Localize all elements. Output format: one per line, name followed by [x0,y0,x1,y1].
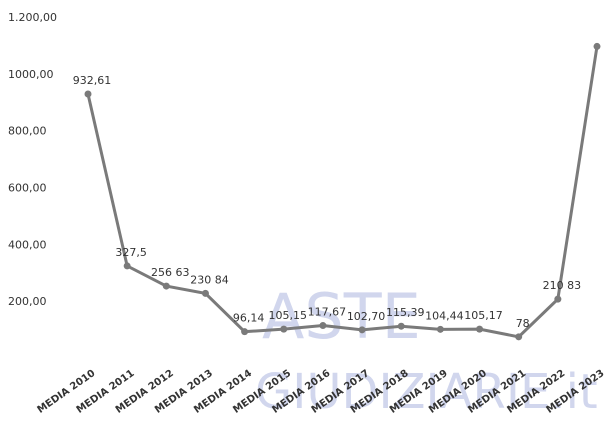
y-tick-label: 1.200,00 [8,11,57,24]
point [476,326,483,333]
value-label: 105,15 [269,309,308,322]
y-tick-label: 400,00 [8,238,47,251]
point [554,296,561,303]
value-label: 327,5 [115,246,147,259]
chart: ASTE GIUDIZIARIE.it 200,00400,00600,0080… [0,0,614,425]
value-label: 104,44 [425,309,464,322]
point [163,283,170,290]
value-label: 102,70 [347,310,386,323]
point [437,326,444,333]
y-tick-label: 1000,00 [8,68,54,81]
value-label: 78 [516,317,530,330]
point [202,290,209,297]
value-label: 230 84 [190,273,229,286]
value-label: 117,67 [308,306,347,319]
point [359,326,366,333]
value-label: 115,39 [386,306,425,319]
point [85,90,92,97]
value-label: 256 63 [151,266,190,279]
point [319,322,326,329]
value-label: 105,17 [464,309,503,322]
value-label: 96,14 [233,312,265,325]
point [241,328,248,335]
y-tick-label: 600,00 [8,182,47,195]
point [124,262,131,269]
point [280,326,287,333]
value-label: 210 83 [543,279,582,292]
y-tick-label: 800,00 [8,125,47,138]
point [398,323,405,330]
y-tick-label: 200,00 [8,295,47,308]
value-label: 932,61 [73,74,112,87]
point [594,43,601,50]
point [515,333,522,340]
